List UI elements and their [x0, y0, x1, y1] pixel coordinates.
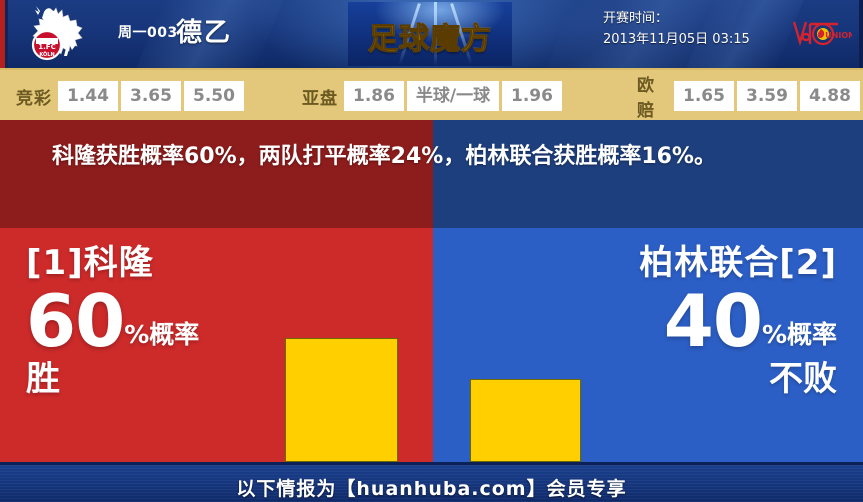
koln-goat-badge-icon: 1.FC KÖLN — [31, 6, 83, 61]
odds-cell-handicap[interactable]: 半球/一球 — [407, 81, 499, 111]
home-probability-bar — [285, 338, 398, 462]
svg-text:UNION: UNION — [825, 31, 852, 40]
kickoff-time: 开赛时间： 2013年11月05日 03:15 — [603, 8, 750, 50]
probability-summary-text: 科隆获胜概率60%，两队打平概率24%，柏林联合获胜概率16%。 — [52, 144, 716, 169]
odds-group-label: 竞彩 — [16, 88, 52, 109]
odds-cell-away[interactable]: 4.88 — [800, 81, 860, 111]
home-team-name: [1]科隆 — [26, 243, 154, 283]
union-berlin-badge-icon: UNION — [792, 21, 852, 47]
home-percent-value: 60 — [26, 279, 125, 363]
odds-cell-home[interactable]: 1.65 — [674, 81, 734, 111]
header-right-accent-stripe — [859, 0, 863, 68]
league-name: 德乙 — [176, 18, 233, 48]
away-outcome-label: 不败 — [769, 359, 837, 399]
footer-bar: 以下情报为【huanhuba.com】会员专享 — [0, 462, 863, 502]
odds-cell-away[interactable]: 5.50 — [184, 81, 244, 111]
away-percent-value: 40 — [663, 279, 763, 363]
header-bar: 1.FC KÖLN 周一003 德乙 足球魔方 开赛时间： 2013年11月05… — [0, 0, 863, 68]
brand-light-ray — [434, 2, 437, 66]
probability-summary-banner: 科隆获胜概率60%，两队打平概率24%，柏林联合获胜概率16%。 — [0, 120, 863, 228]
home-percent-row: 60 %概率 — [26, 279, 200, 363]
header-left-accent-stripe — [0, 0, 5, 68]
brand-logo-text: 足球魔方 — [348, 14, 512, 58]
away-team-block: 柏林联合[2] 40 %概率 不败 — [639, 242, 837, 400]
odds-cell-draw[interactable]: 3.65 — [121, 81, 181, 111]
probability-chart-area: [1]科隆 60 %概率 胜 柏林联合[2] 40 %概率 不败 — [0, 228, 863, 462]
away-team-name: 柏林联合[2] — [639, 243, 837, 283]
odds-cell-home[interactable]: 1.44 — [58, 81, 118, 111]
odds-group-jingcai: 竞彩 1.44 3.65 5.50 — [16, 70, 247, 122]
match-number: 周一003 — [118, 25, 178, 41]
svg-text:KÖLN: KÖLN — [39, 51, 54, 58]
home-percent-suffix: %概率 — [124, 320, 200, 349]
kickoff-label: 开赛时间： — [603, 11, 669, 26]
odds-group-european: 欧赔 1.65 3.59 4.88 — [637, 70, 863, 122]
odds-cell-draw[interactable]: 3.59 — [737, 81, 797, 111]
odds-group-label: 亚盘 — [302, 88, 338, 109]
home-team-block: [1]科隆 60 %概率 胜 — [26, 242, 199, 400]
svg-text:1.FC: 1.FC — [38, 43, 55, 51]
odds-cell-home[interactable]: 1.86 — [344, 81, 404, 111]
odds-group-label: 欧赔 — [637, 76, 655, 121]
header-left-accent-stripe — [5, 0, 8, 68]
home-outcome-label: 胜 — [26, 359, 60, 399]
footer-notice-text: 以下情报为【huanhuba.com】会员专享 — [236, 478, 627, 500]
away-probability-bar — [470, 379, 581, 462]
banner-left-half — [0, 120, 433, 228]
away-percent-row: 40 %概率 — [639, 279, 837, 363]
brand-logo[interactable]: 足球魔方 — [348, 2, 512, 66]
banner-right-half — [433, 120, 863, 228]
away-percent-suffix: %概率 — [761, 320, 837, 349]
kickoff-value: 2013年11月05日 03:15 — [603, 32, 750, 47]
odds-cell-away[interactable]: 1.96 — [502, 81, 562, 111]
odds-group-asian-handicap: 亚盘 1.86 半球/一球 1.96 — [302, 70, 565, 122]
odds-bar: 竞彩 1.44 3.65 5.50 亚盘 1.86 半球/一球 1.96 欧赔 … — [0, 68, 863, 122]
